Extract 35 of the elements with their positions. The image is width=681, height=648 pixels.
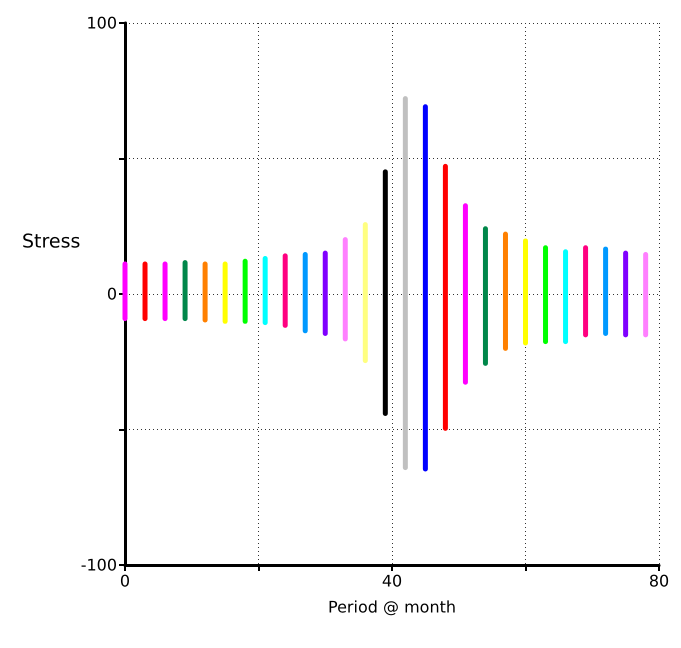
bar bbox=[222, 261, 228, 324]
bar bbox=[362, 222, 368, 364]
bar bbox=[242, 258, 248, 324]
y-axis-title: Stress bbox=[22, 230, 80, 252]
bar bbox=[502, 232, 508, 351]
y-tick-label: 0 bbox=[106, 284, 117, 304]
bar bbox=[583, 245, 588, 338]
bar bbox=[382, 169, 388, 416]
bar bbox=[643, 252, 648, 338]
bar bbox=[302, 252, 308, 334]
bar bbox=[482, 226, 488, 366]
bar bbox=[422, 104, 428, 472]
y-tick-label: -100 bbox=[80, 556, 117, 574]
bar bbox=[563, 249, 568, 344]
bar bbox=[322, 250, 328, 336]
bar bbox=[342, 237, 348, 342]
bar bbox=[182, 260, 188, 322]
x-tick-label: 0 bbox=[120, 572, 130, 590]
bar bbox=[142, 261, 148, 322]
y-tick-label: 100 bbox=[86, 14, 117, 32]
x-tick-label: 40 bbox=[382, 572, 402, 590]
bar bbox=[122, 261, 128, 322]
bar bbox=[523, 238, 528, 346]
bar bbox=[603, 246, 608, 336]
bar bbox=[202, 261, 208, 322]
bar bbox=[262, 256, 268, 326]
bar bbox=[402, 96, 408, 470]
bar bbox=[442, 164, 448, 431]
x-tick-label: 80 bbox=[648, 572, 670, 590]
bar bbox=[543, 245, 548, 344]
bar bbox=[462, 203, 468, 385]
bar bbox=[623, 250, 628, 338]
x-axis-title: Period @ month bbox=[328, 598, 456, 616]
bar bbox=[282, 253, 288, 328]
bar bbox=[162, 261, 168, 322]
